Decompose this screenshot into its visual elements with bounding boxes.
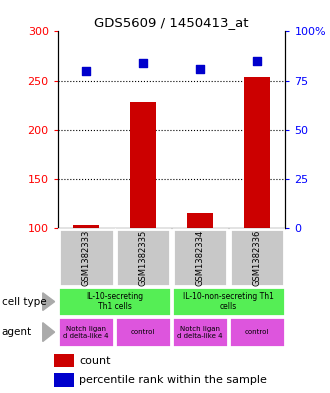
Bar (58, 317, 114, 347)
Bar (172, 317, 228, 347)
Bar (173, 229, 227, 286)
Point (197, 66, 203, 72)
Title: GDS5609 / 1450413_at: GDS5609 / 1450413_at (94, 16, 249, 29)
Bar (116, 229, 171, 286)
Text: IL-10-secreting
Th1 cells: IL-10-secreting Th1 cells (86, 292, 143, 311)
Bar (54, 354, 74, 367)
Text: IL-10-non-secreting Th1
cells: IL-10-non-secreting Th1 cells (183, 292, 274, 311)
Text: Notch ligan
d delta-like 4: Notch ligan d delta-like 4 (177, 325, 223, 339)
Text: cell type: cell type (2, 297, 46, 307)
Bar (244, 77, 270, 228)
Text: agent: agent (2, 327, 32, 337)
Bar (59, 229, 114, 286)
Bar (58, 287, 171, 316)
Polygon shape (43, 293, 54, 310)
Point (254, 58, 260, 64)
Polygon shape (43, 323, 54, 342)
Bar (130, 102, 156, 228)
Point (141, 60, 146, 66)
Bar (54, 373, 74, 387)
Text: control: control (131, 329, 155, 335)
Text: count: count (79, 356, 111, 366)
Bar (73, 225, 99, 228)
Bar (187, 213, 213, 228)
Bar (229, 317, 285, 347)
Text: GSM1382335: GSM1382335 (139, 229, 148, 286)
Text: control: control (245, 329, 269, 335)
Text: GSM1382333: GSM1382333 (82, 229, 91, 286)
Text: Notch ligan
d delta-like 4: Notch ligan d delta-like 4 (63, 325, 109, 339)
Point (83, 68, 89, 74)
Bar (115, 317, 171, 347)
Bar (172, 287, 285, 316)
Text: GSM1382336: GSM1382336 (252, 229, 261, 286)
Text: GSM1382334: GSM1382334 (196, 229, 205, 286)
Text: percentile rank within the sample: percentile rank within the sample (79, 375, 267, 386)
Bar (230, 229, 284, 286)
